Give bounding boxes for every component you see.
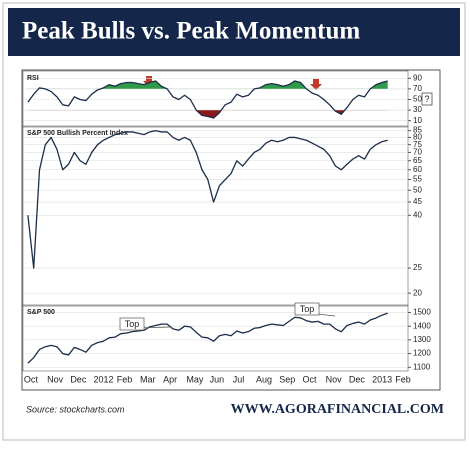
callout-box	[119, 317, 145, 331]
x-tick-label: Oct	[24, 374, 39, 384]
x-tick-label: Nov	[47, 374, 64, 384]
y-tick-label: 60	[413, 165, 422, 174]
line	[27, 80, 388, 119]
panel-title: S&P 500 Bullish Percent Index	[27, 130, 128, 137]
help: ?	[424, 94, 429, 104]
x-tick-label: Dec	[349, 374, 366, 384]
y-tick-label: 80	[413, 133, 422, 142]
x-tick-label: May	[186, 374, 204, 384]
x-tick-label: Apr	[163, 374, 177, 384]
y-tick-label: 25	[413, 263, 422, 272]
y-tick-label: 70	[413, 148, 422, 157]
y-tick-label: 75	[413, 140, 422, 149]
x-tick-label: Sep	[279, 374, 295, 384]
y-tick-label: 10	[413, 116, 422, 125]
x-tick-label: Mar	[140, 374, 156, 384]
y-tick-label: 1400	[413, 321, 431, 330]
x-tick-label: Oct	[302, 374, 317, 384]
annotation: Top	[300, 304, 315, 314]
y-tick-label: 45	[413, 197, 422, 206]
y-tick-label: 1300	[413, 335, 431, 344]
y-tick-label: 50	[413, 95, 422, 104]
panel	[22, 304, 409, 372]
chart-box	[21, 69, 441, 391]
x-tick-label: Jul	[233, 374, 245, 384]
x-tick-label: 2013	[372, 374, 392, 384]
panel-title: S&P 500	[27, 309, 55, 316]
title-bar	[8, 8, 460, 56]
callout-box	[294, 302, 320, 316]
y-tick-label: 70	[413, 84, 422, 93]
x-tick-label: Feb	[117, 374, 133, 384]
annotation: Top	[125, 319, 140, 329]
y-tick-label: 1100	[413, 362, 431, 371]
title: Peak Bulls vs. Peak Momentum	[22, 18, 360, 45]
x-tick-label: Dec	[70, 374, 87, 384]
y-tick-label: 40	[413, 210, 422, 219]
x-tick-label: Feb	[395, 374, 411, 384]
y-tick-label: 30	[413, 105, 422, 114]
line	[27, 312, 388, 364]
y-tick-label: 1200	[413, 349, 431, 358]
help-box	[421, 92, 433, 106]
brand: WWW.AGORAFINANCIAL.COM	[231, 402, 444, 417]
x-tick-label: 2012	[94, 374, 114, 384]
x-tick-label: Aug	[256, 374, 272, 384]
y-tick-label: 1500	[413, 308, 431, 317]
y-tick-label: 50	[413, 185, 422, 194]
panel-title: RSI	[27, 75, 39, 82]
x-tick-label: Nov	[326, 374, 343, 384]
y-tick-label: 90	[413, 73, 422, 82]
line	[27, 129, 388, 269]
y-tick-label: 55	[413, 175, 422, 184]
y-tick-label: 65	[413, 156, 422, 165]
threshold-area	[27, 110, 388, 119]
arrow	[143, 76, 155, 87]
y-tick-label: 20	[413, 288, 422, 297]
source: Source: stockcharts.com	[26, 404, 125, 414]
x-tick-label: Jun	[210, 374, 225, 384]
panel	[22, 125, 409, 307]
y-tick-label: 85	[413, 126, 422, 135]
arrow	[310, 79, 322, 90]
